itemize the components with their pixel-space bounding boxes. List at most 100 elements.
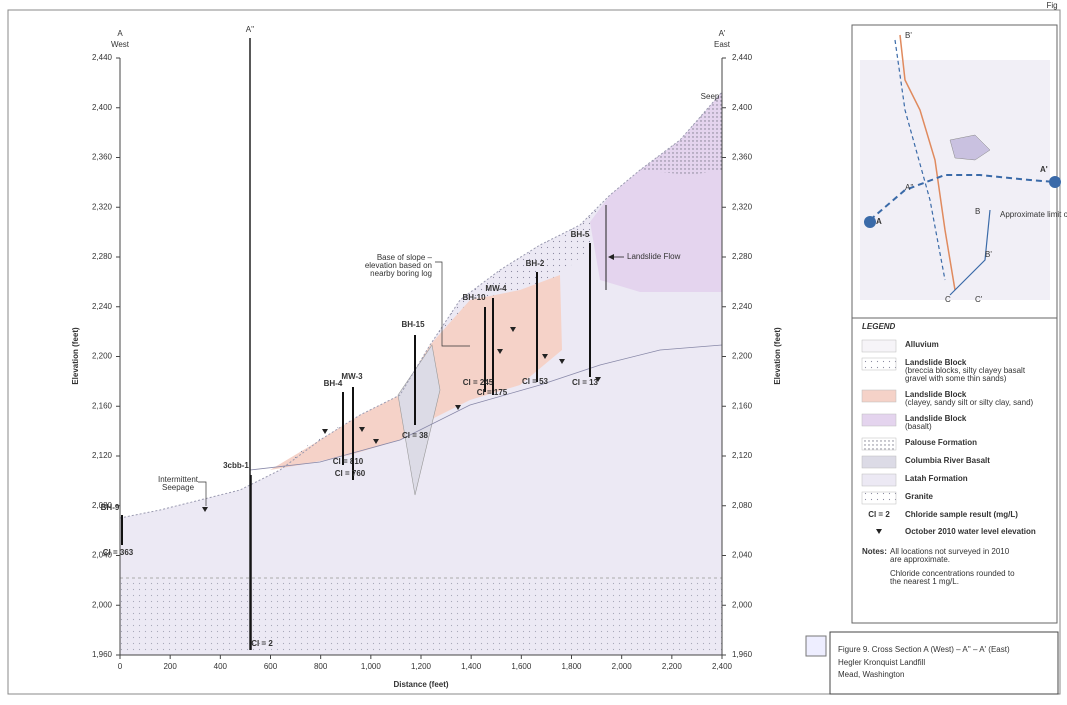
y-tick-label: 2,320 (92, 202, 113, 211)
annotation: Seep (701, 92, 720, 101)
chloride-result: Cl = 760 (335, 469, 366, 478)
chloride-result: Cl = 53 (522, 377, 549, 386)
y-axis-title: Elevation (feet) (773, 327, 782, 385)
palouse-formation (640, 92, 722, 175)
notes-label: Notes: (862, 547, 887, 556)
x-tick-label: 2,000 (612, 662, 633, 671)
legend-text: gravel with some thin sands) (905, 374, 1007, 383)
legend-title: LEGEND (862, 322, 896, 331)
y-tick-label: 2,120 (92, 451, 113, 460)
y-tick-label: 1,960 (732, 650, 753, 659)
water-level (322, 429, 328, 434)
x-tick-label: 2,200 (662, 662, 683, 671)
borehole-label: BH-5 (571, 230, 590, 239)
figure-title: Figure 9. Cross Section A (West) – A'' –… (838, 645, 1010, 654)
y-tick-label: 2,240 (92, 302, 113, 311)
borehole-label: BH-4 (324, 379, 343, 388)
y-tick-label: 2,240 (732, 302, 753, 311)
section-end-label: A' (719, 29, 726, 38)
legend-text: Granite (905, 492, 934, 501)
y-tick-label: 2,440 (92, 53, 113, 62)
annotation: Seepage (162, 483, 195, 492)
legend-text: (clayey, sandy silt or silty clay, sand) (905, 398, 1034, 407)
legend-swatch (862, 438, 896, 450)
y-tick-label: 2,400 (92, 103, 113, 112)
section-end-label: A (117, 29, 123, 38)
map-label: A'' (905, 183, 914, 192)
x-tick-label: 1,000 (361, 662, 382, 671)
x-tick-label: 200 (163, 662, 177, 671)
logo (806, 636, 826, 656)
legend-text: October 2010 water level elevation (905, 527, 1036, 536)
borehole-label: BH-15 (401, 320, 425, 329)
map-label: C (945, 295, 951, 304)
map-label: B (975, 207, 980, 216)
annotation: Landslide Flow (627, 252, 681, 261)
legend-swatch (862, 474, 896, 486)
legend-symbol: Cl = 2 (868, 510, 890, 519)
y-tick-label: 2,200 (92, 352, 113, 361)
borehole-label: BH-9 (101, 503, 120, 512)
cross-section: A West A'' A' East Elevation (feet) Elev… (71, 25, 782, 689)
chloride-result: Cl = 175 (477, 388, 508, 397)
y-tick-label: 2,160 (732, 401, 753, 410)
x-tick-label: 1,600 (511, 662, 532, 671)
x-tick-label: 600 (264, 662, 278, 671)
legend-swatch (862, 390, 896, 402)
y-tick-label: 2,080 (732, 501, 753, 510)
section-direction: East (714, 40, 731, 49)
y-tick-label: 2,000 (92, 600, 113, 609)
y-tick-label: 1,960 (92, 650, 113, 659)
y-tick-label: 2,120 (732, 451, 753, 460)
chloride-result: Cl = 363 (103, 548, 134, 557)
y-tick-label: 2,160 (92, 401, 113, 410)
borehole-label: MW-4 (485, 284, 507, 293)
figure: Fig A West A'' A' East Elevation (feet) … (0, 0, 1067, 700)
x-tick-label: 2,400 (712, 662, 733, 671)
annotation: nearby boring log (370, 269, 432, 278)
chloride-result: Cl = 13 (572, 378, 599, 387)
site-location: Mead, Washington (838, 670, 904, 679)
site-name: Hegler Kronquist Landfill (838, 658, 925, 667)
page: Fig A West A'' A' East Elevation (feet) … (0, 0, 1067, 700)
map-label: A' (1040, 165, 1048, 174)
section-direction: West (111, 40, 130, 49)
borehole-label: 3cbb-1 (223, 461, 249, 470)
y-tick-label: 2,200 (732, 352, 753, 361)
x-tick-label: 800 (314, 662, 328, 671)
map-note: Approximate limit of landslide (1000, 210, 1067, 219)
map-marker (864, 216, 876, 228)
legend-text: Palouse Formation (905, 438, 977, 447)
note-text: are approximate. (890, 555, 950, 564)
legend-swatch (862, 492, 896, 504)
map-label: B' (905, 31, 912, 40)
y-tick-label: 2,280 (92, 252, 113, 261)
location-map: A A' B' A'' B B' C C' Approximate limit … (852, 25, 1067, 318)
legend-swatch (862, 414, 896, 426)
map-label: C' (975, 295, 983, 304)
x-tick-label: 1,200 (411, 662, 432, 671)
map-label: A (876, 217, 882, 226)
legend: LEGEND AlluviumLandslide Block(breccia b… (852, 318, 1057, 623)
chloride-result: Cl = 810 (333, 457, 364, 466)
y-tick-label: 2,040 (732, 551, 753, 560)
corner-label: Fig (1046, 1, 1057, 10)
legend-text: Columbia River Basalt (905, 456, 990, 465)
granite-zone (120, 578, 722, 655)
legend-text: Latah Formation (905, 474, 968, 483)
x-tick-label: 1,400 (461, 662, 482, 671)
chloride-result: Cl = 2 (251, 639, 273, 648)
x-tick-label: 400 (214, 662, 228, 671)
legend-swatch (862, 358, 896, 370)
y-tick-label: 2,280 (732, 252, 753, 261)
y-tick-label: 2,000 (732, 600, 753, 609)
legend-swatch (862, 340, 896, 352)
legend-text: Chloride sample result (mg/L) (905, 510, 1018, 519)
note-text: the nearest 1 mg/L. (890, 577, 959, 586)
chloride-result: Cl = 245 (463, 378, 494, 387)
map-label: B' (985, 250, 992, 259)
legend-swatch (862, 456, 896, 468)
x-tick-label: 0 (118, 662, 123, 671)
y-tick-label: 2,360 (92, 153, 113, 162)
y-axis-title: Elevation (feet) (71, 327, 80, 385)
